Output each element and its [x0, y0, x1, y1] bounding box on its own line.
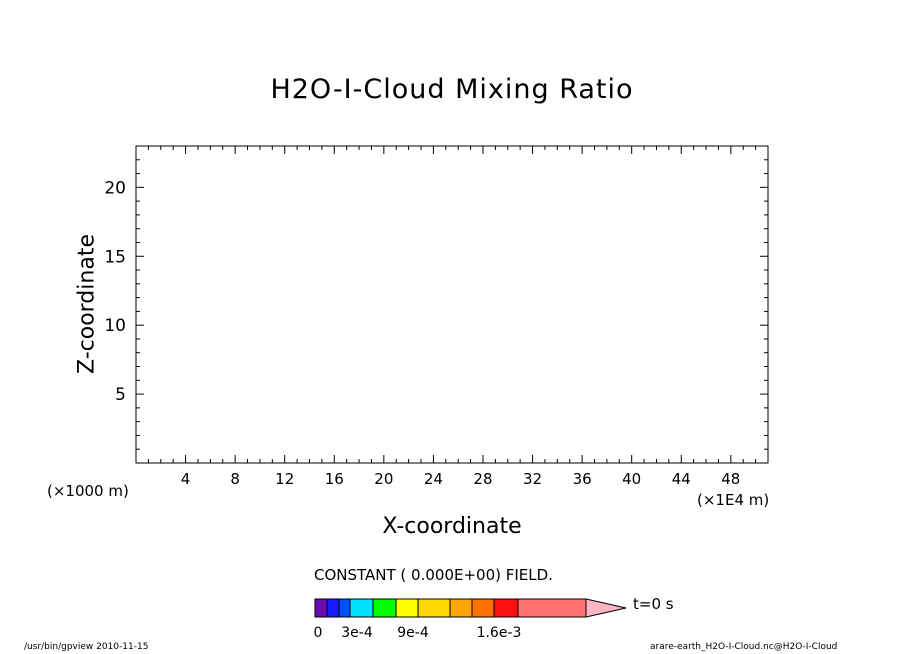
x-tick-label: 48 [721, 470, 740, 488]
x-tick-label: 4 [181, 470, 191, 488]
y-axis-ticks: 5 10 15 20 [104, 159, 768, 450]
colorbar-segment [338, 598, 351, 618]
colorbar-segment [372, 598, 397, 618]
x-tick-label: 24 [424, 470, 443, 488]
x-tick-label: 32 [523, 470, 542, 488]
x-tick-label: 44 [672, 470, 691, 488]
x-tick-label: 8 [230, 470, 240, 488]
footer-file: arare-earth_H2O-I-Cloud.nc@H2O-I-Cloud [650, 642, 838, 652]
colorbar-segment [471, 598, 495, 618]
colorbar-tick-label: 0 [314, 625, 323, 641]
plot-frame [135, 145, 769, 464]
x-tick-label: 20 [374, 470, 393, 488]
x-tick-label: 16 [325, 470, 344, 488]
colorbar-tick-label: 1.6e-3 [477, 625, 522, 641]
colorbar-segment [326, 598, 340, 618]
colorbar-tick-label: 3e-4 [341, 625, 373, 641]
footer-program: /usr/bin/gpview 2010-11-15 [24, 642, 149, 652]
x-axis-label: X-coordinate [382, 514, 522, 539]
x-unit-label: (×1E4 m) [697, 491, 770, 509]
z-unit-label: (×1000 m) [47, 482, 129, 500]
colorbar-segment [349, 598, 374, 618]
constant-field-note: CONSTANT ( 0.000E+00) FIELD. [314, 566, 553, 584]
colorbar-segment [449, 598, 473, 618]
x-tick-label: 40 [622, 470, 641, 488]
y-tick-label: 20 [104, 178, 126, 198]
colorbar-arrow [585, 598, 627, 618]
time-label: t=0 s [633, 595, 674, 613]
colorbar-tick-label: 9e-4 [397, 625, 429, 641]
colorbar-segment [517, 598, 587, 618]
chart-title: H2O-I-Cloud Mixing Ratio [270, 74, 634, 105]
x-axis-ticks: 4 8 12 16 20 24 28 32 36 40 44 48 [147, 146, 757, 488]
y-axis-label: Z-coordinate [74, 234, 100, 374]
y-tick-label: 5 [115, 385, 126, 405]
colorbar: 0 3e-4 9e-4 1.6e-3 [314, 598, 627, 641]
colorbar-segment [314, 598, 328, 618]
colorbar-segment [395, 598, 419, 618]
y-tick-label: 15 [104, 247, 126, 267]
colorbar-segment [493, 598, 519, 618]
x-tick-label: 12 [275, 470, 294, 488]
x-tick-label: 36 [573, 470, 592, 488]
y-tick-label: 10 [104, 316, 126, 336]
colorbar-segment [417, 598, 451, 618]
x-tick-label: 28 [473, 470, 492, 488]
